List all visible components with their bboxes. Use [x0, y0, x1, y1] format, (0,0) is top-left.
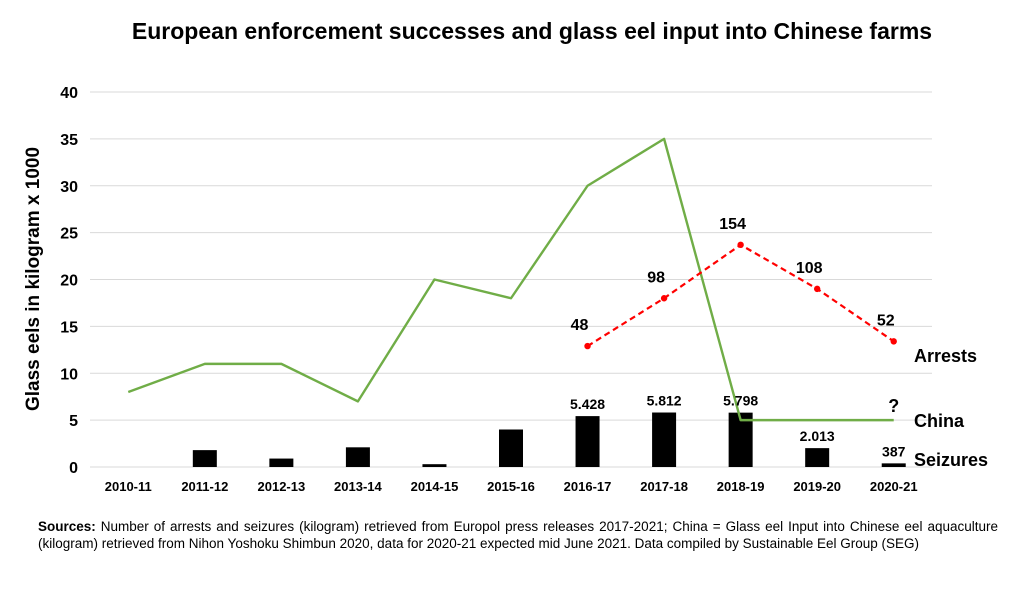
seizures-bar: [269, 458, 294, 467]
seizures-bar: [575, 416, 600, 467]
y-tick-label: 15: [60, 319, 78, 336]
y-tick-label: 40: [60, 85, 78, 102]
x-tick-label: 2011-12: [181, 479, 228, 494]
series-lines: [127, 137, 897, 422]
seizures-data-label: 5.798: [723, 393, 758, 409]
y-tick-label: 20: [60, 273, 78, 290]
seizures-bars: [192, 412, 906, 467]
arrests-point: [813, 285, 821, 293]
arrests-point: [660, 295, 668, 302]
seizures-data-label: 5.428: [570, 396, 605, 412]
arrests-point: [584, 342, 591, 350]
gridlines: [90, 91, 932, 421]
arrests-data-label: 108: [796, 260, 823, 277]
seizures-bar: [805, 448, 830, 467]
y-tick-label: 0: [69, 460, 78, 477]
china-line: [127, 137, 894, 422]
x-tick-label: 2017-18: [640, 479, 688, 494]
seizures-data-label: 387: [882, 443, 906, 459]
x-tick-label: 2020-21: [870, 479, 918, 494]
x-tick-label: 2019-20: [793, 479, 841, 494]
seizures-data-label: 2.013: [800, 428, 835, 444]
series-label-seizures: Seizures: [914, 450, 988, 470]
arrests-data-label: 52: [877, 312, 895, 329]
y-tick-label: 35: [60, 132, 78, 149]
seizures-bar: [881, 463, 906, 467]
arrests-line: [586, 243, 895, 347]
x-tick-label: 2015-16: [487, 479, 535, 494]
x-axis: 2010-11 2011-12 2012-13 2013-14 2014-15 2015-…: [90, 466, 932, 494]
y-tick-label: 25: [60, 226, 78, 243]
seizures-bar: [652, 412, 677, 467]
seizures-bar: [499, 429, 523, 467]
x-tick-label: 2016-17: [564, 479, 612, 494]
y-tick-label: 5: [69, 413, 78, 430]
x-tick-label: 2012-13: [258, 479, 306, 494]
x-tick-label: 2010-11: [105, 479, 152, 494]
seizures-bar: [345, 447, 370, 467]
y-axis: 0 5 10 15 20 25 30 35 40: [60, 85, 78, 477]
arrests-data-label: 154: [719, 216, 746, 233]
series-labels: Seizures China Arrests: [914, 346, 988, 470]
chart-title: European enforcement successes and glass…: [131, 18, 933, 44]
sources-label: Sources:: [38, 519, 96, 534]
x-tick-label: 2014-15: [411, 479, 459, 494]
arrests-data-label: 98: [647, 269, 665, 286]
sources-text: Number of arrests and seizures (kilogram…: [38, 519, 998, 551]
arrests-point: [890, 338, 897, 345]
x-tick-label: 2018-19: [717, 479, 765, 494]
seizures-bar: [192, 450, 217, 467]
y-axis-label: Glass eels in kilogram x 1000: [23, 147, 44, 411]
seizures-bar: [728, 412, 753, 467]
x-tick-label: 2013-14: [334, 479, 382, 494]
y-tick-label: 10: [60, 366, 78, 383]
series-label-china: China: [914, 411, 965, 431]
arrests-data-label: 48: [571, 317, 589, 334]
china-data-label: ?: [888, 396, 899, 416]
sources-note: Sources: Number of arrests and seizures …: [38, 518, 998, 552]
arrests-point: [737, 241, 744, 249]
y-tick-label: 30: [60, 179, 78, 196]
seizures-data-label: 5.812: [647, 393, 682, 409]
data-labels: 5.428 5.812 5.798 2.013 387? 48 98 154 108 52: [570, 216, 906, 460]
seizures-bar: [422, 464, 447, 467]
series-label-arrests: Arrests: [914, 346, 977, 366]
